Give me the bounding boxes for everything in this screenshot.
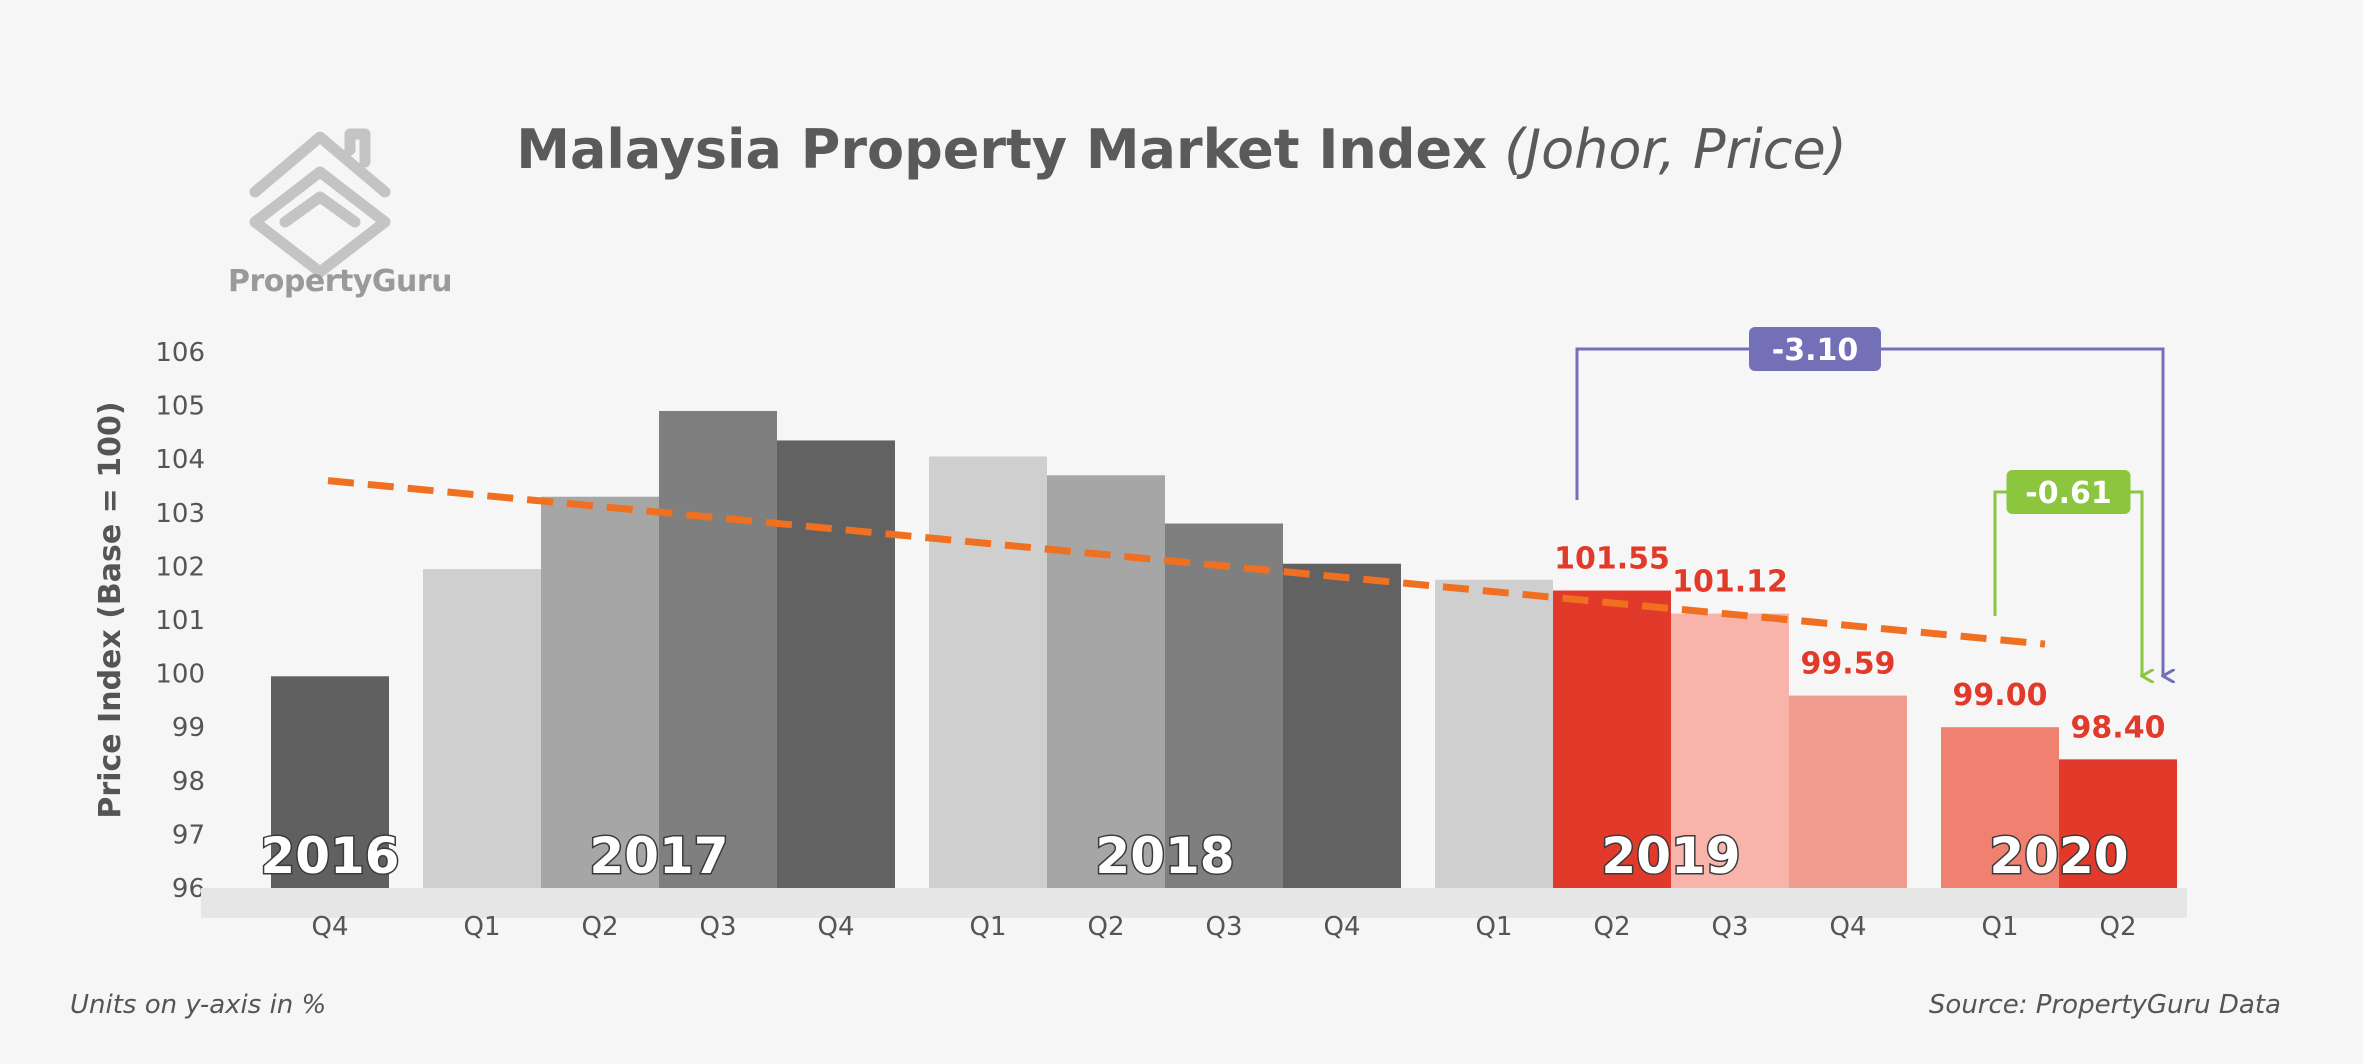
change-badge-green [2006,470,2131,514]
bar-2019-Q4 [1789,695,1907,888]
x-tick-label: Q1 [463,912,500,942]
y-tick-label: 106 [155,338,205,368]
change-badge-green-label: -0.61 [2025,476,2111,511]
y-tick-label: 98 [172,767,205,797]
trend-line [327,477,2046,648]
chart-title: Malaysia Property Market Index (Johor, P… [0,118,2363,181]
year-label: 2020 [1989,827,2128,885]
bracket-line-green [1993,490,2142,676]
x-tick-label: Q1 [969,912,1006,942]
chart-title-main: Malaysia Property Market Index [516,118,1487,181]
bar-2020-Q1 [1941,727,2059,888]
y-tick-label: 103 [155,499,205,529]
bar-2018-Q4 [1283,563,1401,888]
x-tick-label: Q2 [2099,912,2136,942]
data-label: 99.00 [1953,678,2048,713]
change-badge-purple [1749,327,1881,371]
bar-2018-Q1 [929,456,1047,888]
bar-2020-Q2 [2059,759,2177,888]
x-tick-label: Q4 [311,912,348,942]
y-tick-label: 99 [172,713,205,743]
change-badge-purple-label: -3.10 [1772,333,1858,368]
x-tick-label: Q3 [699,912,736,942]
x-tick-label: Q3 [1711,912,1748,942]
y-axis-label: Price Index (Base = 100) [93,401,128,818]
bar-2017-Q3 [659,410,777,888]
y-tick-label: 97 [172,820,205,850]
y-tick-label: 102 [155,552,205,582]
bar-2018-Q2 [1047,475,1165,888]
logo-text: PropertyGuru [228,264,453,299]
bar-2018-Q3 [1165,523,1283,888]
x-tick-label: Q2 [1593,912,1630,942]
source-note: Source: PropertyGuru Data [1928,990,2281,1020]
data-label: 98.40 [2071,710,2166,745]
bar-2017-Q2 [541,496,659,888]
bar-2017-Q1 [423,569,541,888]
year-label: 2017 [589,827,728,885]
data-label: 101.55 [1554,542,1670,577]
y-tick-label: 101 [155,606,205,636]
x-tick-label: Q4 [817,912,854,942]
year-label: 2018 [1095,827,1234,885]
y-tick-label: 100 [155,660,205,690]
y-tick-label: 104 [155,445,205,475]
units-note: Units on y-axis in % [70,990,327,1020]
bar-2019-Q1 [1435,579,1553,888]
bar-2019-Q3 [1671,613,1789,888]
chart-title-sub: (Johor, Price) [1504,118,1847,181]
x-tick-label: Q4 [1829,912,1866,942]
propertyguru-logo-icon [249,128,391,278]
x-tick-label: Q3 [1205,912,1242,942]
x-tick-label: Q2 [1087,912,1124,942]
data-label: 99.59 [1801,647,1896,682]
year-label: 2016 [260,827,399,885]
x-tick-label: Q1 [1981,912,2018,942]
bar-2017-Q4 [777,440,895,888]
y-tick-label: 96 [172,874,205,904]
data-label: 101.12 [1672,565,1788,600]
x-axis-band [201,888,2187,918]
x-tick-label: Q1 [1475,912,1512,942]
x-tick-label: Q4 [1323,912,1360,942]
bar-2016-Q4 [271,676,389,888]
year-label: 2019 [1601,827,1740,885]
x-tick-label: Q2 [581,912,618,942]
y-tick-label: 105 [155,392,205,422]
bar-2019-Q2 [1553,590,1671,888]
